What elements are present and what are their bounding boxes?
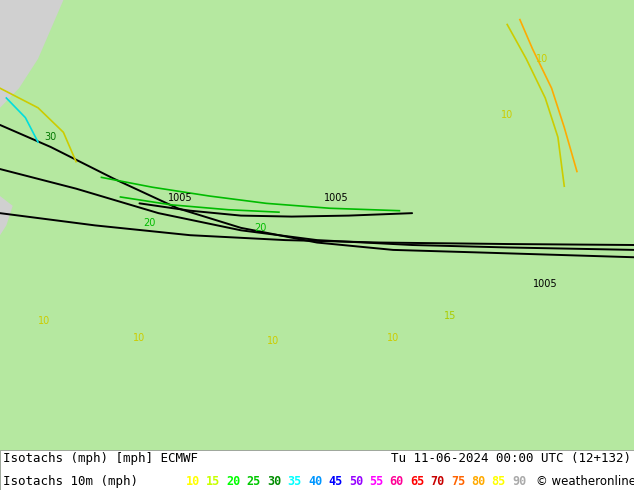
Text: 35: 35 [288,475,302,488]
Text: 45: 45 [328,475,343,488]
Text: 20: 20 [143,218,155,228]
Text: 10: 10 [38,316,51,326]
Text: 1005: 1005 [169,194,193,203]
Text: 10: 10 [266,336,279,345]
Bar [0,450,634,490]
Text: 85: 85 [491,475,506,488]
Text: 20: 20 [226,475,241,488]
Text: 10: 10 [186,475,200,488]
Text: 10: 10 [387,333,399,343]
Polygon shape [0,196,13,235]
Text: 50: 50 [349,475,363,488]
Text: 25: 25 [247,475,261,488]
Text: Tu 11-06-2024 00:00 UTC (12+132): Tu 11-06-2024 00:00 UTC (12+132) [391,452,631,465]
Text: 60: 60 [390,475,404,488]
Text: 75: 75 [451,475,465,488]
Text: 15: 15 [206,475,221,488]
Text: Isotachs 10m (mph): Isotachs 10m (mph) [3,475,138,488]
Text: 10: 10 [133,333,146,343]
Text: 15: 15 [444,311,456,321]
Text: 90: 90 [512,475,526,488]
Text: 80: 80 [471,475,486,488]
Text: 30: 30 [44,132,57,142]
Text: 10: 10 [536,54,548,64]
Text: 65: 65 [410,475,424,488]
Text: 30: 30 [268,475,281,488]
Text: 70: 70 [430,475,444,488]
Text: 40: 40 [308,475,322,488]
Text: 20: 20 [254,223,266,233]
Text: 1005: 1005 [533,279,557,289]
Polygon shape [0,0,63,108]
Text: 1005: 1005 [324,194,348,203]
Text: © weatheronline.co.uk: © weatheronline.co.uk [536,475,634,488]
Text: 10: 10 [501,110,514,120]
Text: Isotachs (mph) [mph] ECMWF: Isotachs (mph) [mph] ECMWF [3,452,198,465]
Text: 55: 55 [369,475,384,488]
